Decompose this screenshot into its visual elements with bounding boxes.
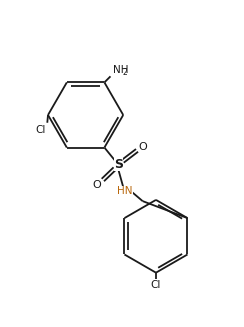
Text: O: O xyxy=(92,180,101,190)
Text: NH: NH xyxy=(113,65,129,75)
Text: Cl: Cl xyxy=(36,125,46,134)
Text: S: S xyxy=(114,158,123,171)
Text: HN: HN xyxy=(117,186,132,197)
Text: 2: 2 xyxy=(122,68,127,77)
Text: Cl: Cl xyxy=(151,280,161,290)
Text: O: O xyxy=(138,142,147,151)
